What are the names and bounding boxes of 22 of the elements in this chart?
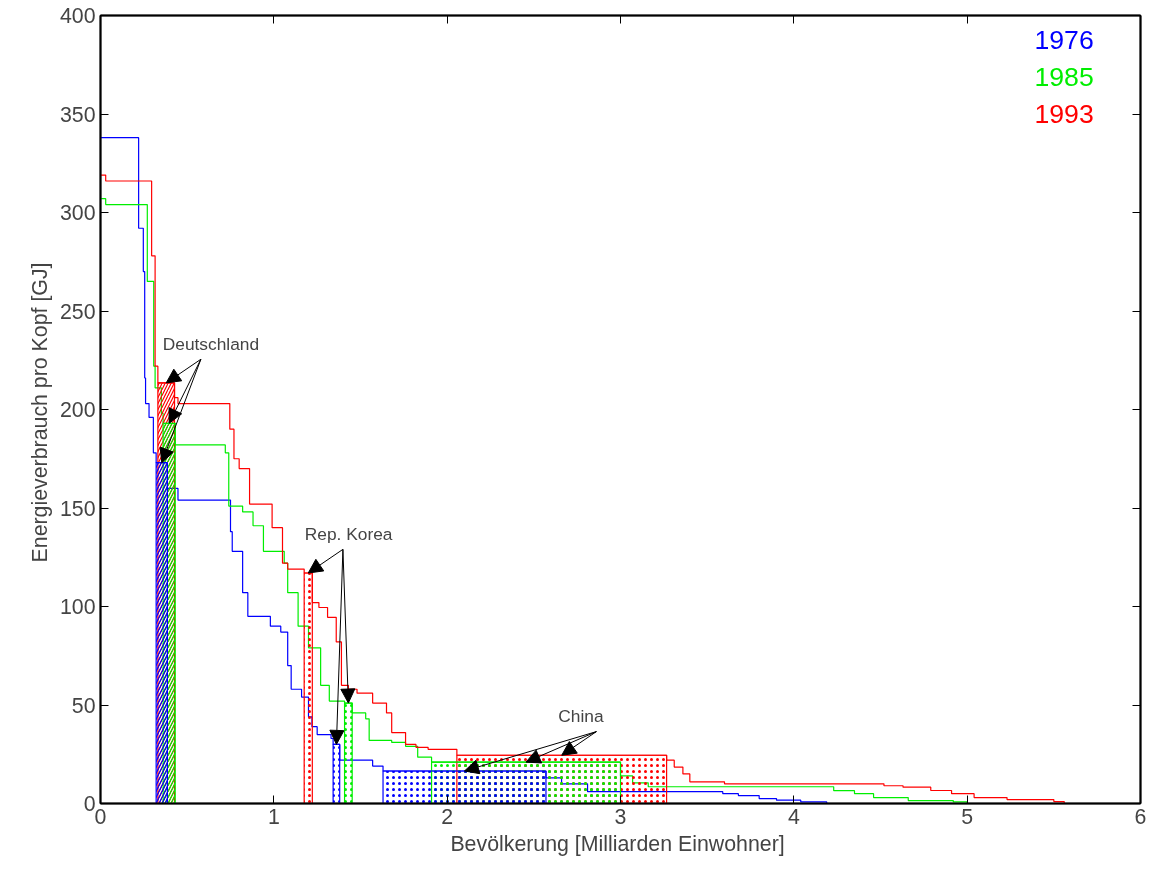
x-tick-label: 6 (1134, 804, 1147, 829)
y-tick-label: 200 (59, 398, 96, 422)
y-tick-label: 400 (59, 4, 96, 28)
text: 1976 (1034, 25, 1094, 56)
x-tick-label: 3 (614, 804, 627, 829)
annotation: Rep. Korea (304, 523, 393, 544)
y-tick-label: 350 (59, 102, 96, 127)
x-axis-title: Bevölkerung [Milliarden Einwohner] (450, 831, 785, 856)
y-tick-label: 300 (59, 201, 96, 225)
y-axis-title: Energieverbrauch pro Kopf [GJ] (27, 262, 52, 563)
x-tick-label: 2 (441, 804, 454, 829)
x-tick-label: 1 (267, 804, 280, 829)
text: 1985 (1034, 62, 1094, 93)
y-tick-label: 150 (59, 496, 96, 521)
y-tick-label: 100 (59, 595, 96, 619)
annotation: China (558, 705, 604, 726)
x-tick-label: 5 (961, 804, 974, 829)
annotation: Deutschland (162, 333, 260, 354)
y-tick-label: 50 (71, 693, 96, 718)
y-tick-label: 250 (59, 299, 96, 324)
text: 1993 (1034, 99, 1094, 130)
x-tick-label: 4 (787, 804, 800, 829)
